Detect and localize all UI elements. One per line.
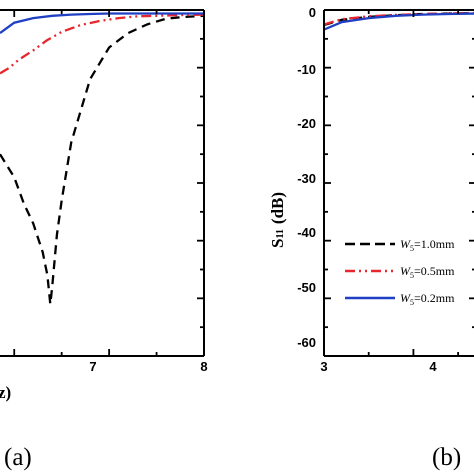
panel-b-y-tick-label: -60	[297, 335, 316, 350]
panel-a-x-tick-label: 7	[89, 359, 96, 374]
y-axis-title-main: S	[268, 239, 287, 248]
panel-a-frame	[0, 9, 205, 357]
panel-a-ticks	[13, 9, 205, 357]
panel-a: 7 8 z) (a)	[0, 9, 208, 471]
panel-b-ticks	[323, 9, 474, 357]
panel-b-plot-area	[324, 11, 474, 31]
panel-a-x-axis-title-fragment: z)	[0, 383, 11, 402]
panel-a-plot-area	[0, 12, 204, 305]
panel-b-y-tick-label: -20	[297, 116, 316, 131]
y-axis-title-subscript: 11	[275, 229, 286, 238]
panel-b: 0 -10 -20 -30 -40 -50 -60 3 4 S11 (dB) W5…	[268, 5, 474, 471]
legend-entry-w5-0-5mm: W5=0.5mm	[400, 264, 455, 280]
panel-b-y-tick-label: 0	[309, 5, 316, 20]
legend: W5=1.0mm W5=0.5mm W5=0.2mm	[345, 237, 455, 307]
panel-b-y-tick-label: -10	[297, 62, 316, 77]
panel-b-label: (b)	[432, 444, 461, 471]
legend-entry-w5-0-2mm: W5=0.2mm	[400, 291, 455, 307]
panel-a-series-line-1	[0, 13, 204, 75]
panel-b-y-tick-label: -40	[297, 225, 316, 240]
legend-entry-w5-1-0mm: W5=1.0mm	[400, 237, 455, 253]
panel-b-x-tick-label: 4	[429, 359, 437, 374]
panel-a-series-line-2	[0, 12, 204, 35]
panel-b-series-line-2	[324, 12, 474, 31]
svg-text:S11(dB): S11 (dB)	[268, 192, 287, 248]
panel-a-x-tick-label: 8	[200, 359, 207, 374]
panel-b-x-tick-label: 3	[320, 359, 327, 374]
y-axis-title-unit: (dB)	[268, 192, 287, 224]
panel-a-series-line-0	[0, 14, 204, 305]
panel-a-label: (a)	[4, 444, 32, 471]
panel-b-y-tick-label: -30	[297, 171, 316, 186]
panel-b-y-axis-title: S11 (dB)	[268, 192, 287, 248]
panel-b-y-tick-label: -50	[297, 280, 316, 295]
